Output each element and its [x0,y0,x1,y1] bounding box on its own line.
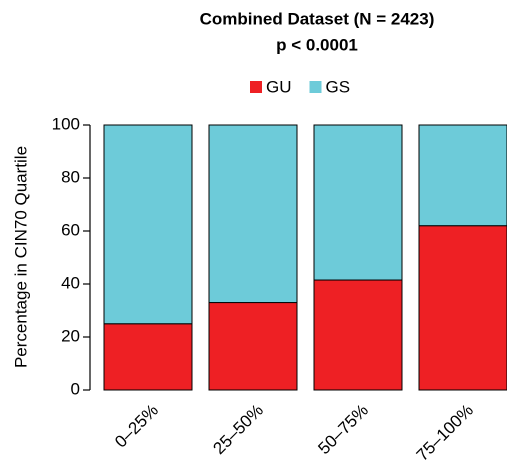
legend-label: GU [266,77,292,96]
bar-segment [208,124,298,304]
y-tick-label: 40 [61,273,80,292]
x-tick-label: 75–100% [413,401,477,464]
bar-segment [103,124,193,325]
bar-segment [418,124,507,227]
x-tick-label: 50–75% [314,401,372,459]
y-axis-label: Percentage in CIN70 Quartile [11,146,30,368]
bar-segment [313,124,403,281]
legend-swatch [250,81,262,93]
bar-segment [103,323,193,391]
legend-label: GS [326,77,351,96]
legend-swatch [309,81,322,93]
chart-title: Combined Dataset (N = 2423) [200,9,435,28]
y-tick-label: 0 [71,379,80,398]
bar-segment [418,225,507,391]
y-tick-label: 100 [52,114,80,133]
bar-segment [313,279,403,391]
y-tick-label: 60 [61,220,80,239]
x-tick-label: 25–50% [209,401,267,459]
y-tick-label: 20 [61,326,80,345]
chart-subtitle: p < 0.0001 [276,35,358,54]
bar-segment [208,302,298,391]
y-tick-label: 80 [61,167,80,186]
x-tick-label: 0–25% [111,401,162,452]
